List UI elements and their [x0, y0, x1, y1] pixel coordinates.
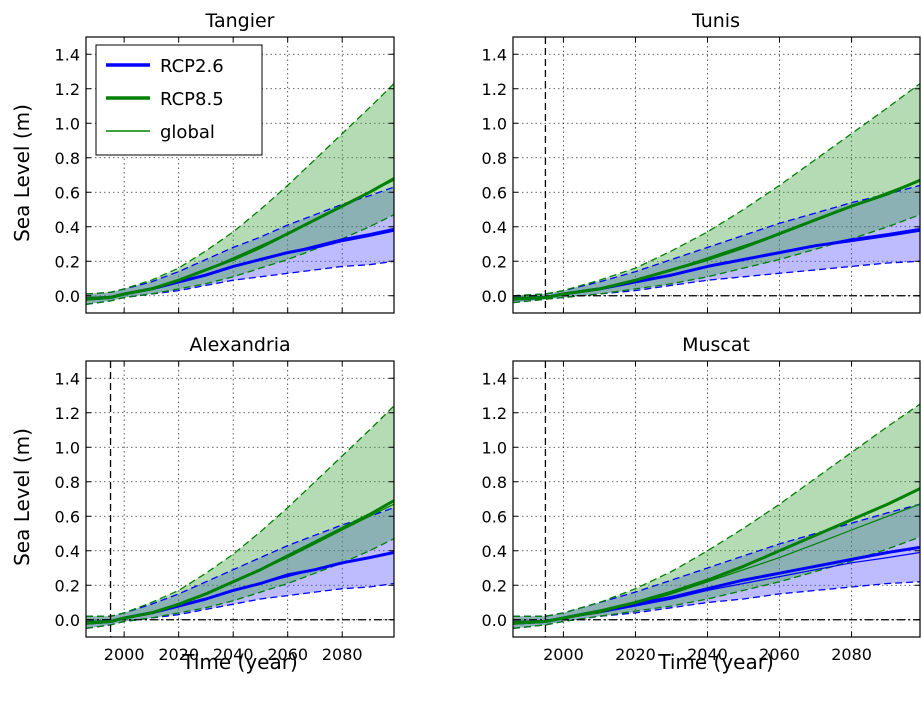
upper-bound-line	[513, 403, 920, 617]
y-tick-label: 0.4	[482, 542, 507, 561]
upper-bound-line	[86, 83, 394, 295]
y-tick-label: 0.6	[55, 183, 80, 202]
y-tick-label: 0.4	[55, 218, 80, 237]
y-tick-label: 0.8	[482, 473, 507, 492]
y-tick-label: 0.0	[55, 611, 80, 630]
x-tick-label: 2060	[267, 645, 308, 664]
legend-label-global: global	[160, 122, 215, 143]
y-tick-label: 1.4	[55, 45, 80, 64]
upper-bound-line	[86, 405, 394, 617]
series-line-rcp85	[513, 178, 920, 301]
panel-title: Tangier	[205, 10, 275, 32]
y-axis-label: Sea Level (m)	[10, 104, 34, 242]
panel-tangier: Tangier Sea Level (m) 0.0 0.2 0.4 0.6 0.8 1.0…	[10, 10, 395, 314]
x-axis-label: Time (year)	[181, 650, 298, 674]
panel-alexandria: Alexandria Sea Level (m) Time (year) 0.0…	[10, 334, 395, 674]
x-tick-label: 2000	[104, 645, 145, 664]
y-tick-label: 0.8	[55, 473, 80, 492]
y-axis-label: Sea Level (m)	[10, 428, 34, 566]
y-tick-label: 1.2	[482, 80, 507, 99]
plot-frame	[512, 360, 921, 638]
y-tick-label: 0.6	[55, 507, 80, 526]
upper-bound-line	[513, 83, 920, 297]
legend: RCP2.6 RCP8.5 global	[95, 44, 263, 156]
band-rcp85	[513, 404, 920, 629]
y-tick-label: 1.4	[482, 369, 507, 388]
band-rcp85	[86, 405, 394, 629]
plot-area	[86, 361, 394, 637]
panel-tunis: Tunis 0.0 0.2 0.4 0.6 0.8 1.0 1.2 1.4	[482, 10, 921, 314]
plot-frame	[85, 360, 395, 638]
y-tick-label: 0.8	[482, 149, 507, 168]
y-tick-label: 1.4	[55, 369, 80, 388]
y-tick-label: 1.0	[482, 114, 507, 133]
x-axis-label: Time (year)	[657, 650, 774, 674]
y-tick-label: 1.0	[55, 114, 80, 133]
panel-title: Muscat	[682, 334, 750, 356]
plot-area	[513, 37, 920, 313]
legend-label-rcp26: RCP2.6	[160, 56, 224, 77]
plot-frame	[512, 36, 921, 314]
y-tick-label: 0.0	[482, 611, 507, 630]
y-tick-label: 0.2	[482, 252, 507, 271]
panel-muscat: Muscat Time (year) 0.0 0.2 0.4 0.6 0.8 1.0 1.2…	[482, 334, 921, 674]
y-tick-label: 0.0	[482, 287, 507, 306]
y-tick-label: 0.4	[482, 218, 507, 237]
x-tick-label: 2080	[831, 645, 872, 664]
x-tick-label: 2040	[687, 645, 728, 664]
y-tick-label: 1.0	[55, 438, 80, 457]
band-rcp85	[86, 83, 394, 305]
y-tick-label: 0.6	[482, 183, 507, 202]
series-line-rcp85	[86, 499, 394, 625]
y-tick-label: 1.2	[55, 80, 80, 99]
band-rcp85	[513, 83, 920, 303]
legend-label-rcp85: RCP8.5	[160, 89, 224, 110]
series-line-rcp85	[513, 487, 920, 625]
plot-frame	[85, 36, 395, 314]
x-tick-label: 2040	[213, 645, 254, 664]
y-tick-label: 0.2	[55, 576, 80, 595]
y-tick-label: 1.4	[482, 45, 507, 64]
x-tick-label: 2060	[759, 645, 800, 664]
series-line-rcp85	[86, 177, 394, 301]
x-tick-label: 2020	[158, 645, 199, 664]
band-rcp26	[86, 507, 394, 629]
band-rcp26	[86, 187, 394, 305]
y-tick-label: 0.6	[482, 507, 507, 526]
y-tick-label: 0.2	[482, 576, 507, 595]
panel-title: Alexandria	[189, 334, 290, 356]
panel-title: Tunis	[691, 10, 740, 32]
x-tick-label: 2020	[615, 645, 656, 664]
x-tick-label: 2080	[322, 645, 363, 664]
y-tick-label: 0.4	[55, 542, 80, 561]
plot-area	[86, 37, 394, 313]
y-tick-label: 1.0	[482, 438, 507, 457]
lower-bound-line	[513, 536, 920, 630]
band-rcp26	[513, 185, 920, 303]
y-tick-label: 0.0	[55, 287, 80, 306]
y-tick-label: 1.2	[482, 404, 507, 423]
y-tick-label: 1.2	[55, 404, 80, 423]
y-tick-label: 0.8	[55, 149, 80, 168]
x-tick-label: 2000	[543, 645, 584, 664]
y-tick-label: 0.2	[55, 252, 80, 271]
plot-area	[513, 361, 920, 637]
